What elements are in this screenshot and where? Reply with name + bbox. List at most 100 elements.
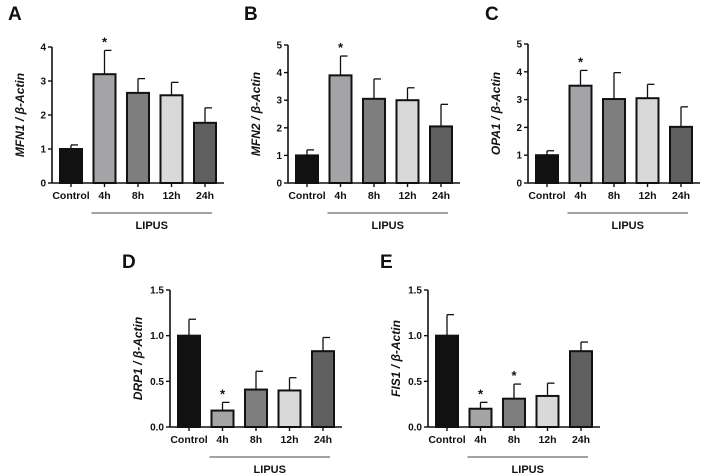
y-tick-label: 1.5 [150,286,164,297]
y-axis-label: MFN2 / β-Actin [249,72,263,156]
y-tick-label: 4 [40,43,46,54]
bar-24h [429,125,453,184]
y-tick-label: 1.5 [408,286,422,297]
x-tick-label: Control [428,434,465,446]
panel-d: D 0.0 0.5 1.0 1.5 DRP1 / β-Actin Control 4h * 8h 1… [122,252,342,475]
group-label: LIPUS [254,464,286,475]
x-tick-label: 8h [132,190,144,202]
x-tick-label: Control [170,434,207,446]
bar-control [59,148,83,184]
x-tick-label: 4h [574,190,586,202]
x-tick-label: 8h [508,434,520,446]
bar-4h [210,409,235,428]
y-tick-label: 1 [276,151,282,162]
group-label: LIPUS [612,220,644,232]
bar-12h [159,94,184,184]
panel-label: C [485,4,499,25]
y-tick-label: 3 [516,95,522,106]
bar-8h [502,397,526,429]
group-label: LIPUS [136,220,168,232]
y-axis-label: FIS1 / β-Actin [389,320,403,397]
x-tick-label: 4h [216,434,228,446]
y-axis-label: OPA1 / β-Actin [489,72,503,155]
x-tick-label: 24h [432,190,450,202]
y-tick-label: 5 [516,40,522,51]
bar-8h [602,98,626,184]
bar-4h [328,74,353,184]
bar-8h [126,91,150,184]
significance-marker: * [220,386,226,401]
bar-12h [535,394,560,428]
x-tick-label: 12h [638,190,656,202]
x-tick-label: 8h [250,434,262,446]
y-tick-label: 0 [40,179,46,190]
x-tick-label: 12h [538,434,556,446]
y-tick-label: 1.0 [408,331,422,342]
x-tick-label: 24h [672,190,690,202]
significance-marker: * [578,54,584,69]
y-axis-label: MFN1 / β-Actin [13,73,27,157]
bar-4h [468,407,493,429]
x-tick-label: 8h [368,190,380,202]
bar-24h [311,350,335,428]
y-tick-label: 0 [516,179,522,190]
bar-24h [669,125,693,184]
bar-4h [568,84,593,184]
panel-c: C 0 1 2 3 4 5 OPA1 / β-Actin Control 4h * 8h 12h 24h L… [485,4,700,232]
x-tick-label: Control [52,190,89,202]
y-tick-label: 1 [516,151,522,162]
bar-12h [277,389,302,429]
y-tick-label: 0.0 [150,423,164,434]
panel-label: B [244,4,258,25]
y-tick-label: 4 [276,68,282,79]
x-tick-label: 24h [314,434,332,446]
y-tick-label: 5 [276,41,282,52]
y-tick-label: 3 [40,77,46,88]
significance-marker: * [478,386,484,401]
x-tick-label: 4h [474,434,486,446]
x-tick-label: 24h [196,190,214,202]
group-label: LIPUS [512,464,544,475]
y-tick-label: 1 [40,145,46,156]
significance-marker: * [338,40,344,55]
x-tick-label: 24h [572,434,590,446]
panel-label: A [8,4,22,25]
significance-marker: * [511,368,517,383]
bar-12h [635,97,660,184]
panel-b: B 0 1 2 3 4 5 MFN2 / β-Actin Control 4h * 8h 12h 24h L… [244,4,460,232]
x-tick-label: 8h [608,190,620,202]
bar-control [535,154,559,184]
bar-control [435,334,459,428]
group-label: LIPUS [372,220,404,232]
bar-4h [92,73,117,184]
bar-control [177,334,201,428]
panel-label: D [122,252,136,273]
bar-12h [395,99,420,184]
y-tick-label: 0.0 [408,423,422,434]
x-tick-label: Control [528,190,565,202]
x-tick-label: 12h [398,190,416,202]
y-tick-label: 1.0 [150,331,164,342]
significance-marker: * [102,34,108,49]
y-tick-label: 4 [516,67,522,78]
bar-8h [244,388,268,429]
y-tick-label: 3 [276,96,282,107]
y-tick-label: 2 [516,123,522,134]
x-tick-label: 4h [334,190,346,202]
y-axis-label: DRP1 / β-Actin [131,317,145,400]
y-tick-label: 0.5 [408,377,422,388]
x-tick-label: 12h [280,434,298,446]
panel-label: E [380,252,393,273]
y-tick-label: 2 [40,111,46,122]
y-tick-label: 0.5 [150,377,164,388]
y-tick-label: 0 [276,179,282,190]
bar-24h [569,350,593,428]
panel-e: E 0.0 0.5 1.0 1.5 FIS1 / β-Actin Control 4h * 8h *… [380,252,600,475]
x-tick-label: Control [288,190,325,202]
bar-8h [362,97,386,184]
bar-24h [193,121,217,184]
x-tick-label: 12h [162,190,180,202]
x-tick-label: 4h [98,190,110,202]
y-tick-label: 2 [276,123,282,134]
